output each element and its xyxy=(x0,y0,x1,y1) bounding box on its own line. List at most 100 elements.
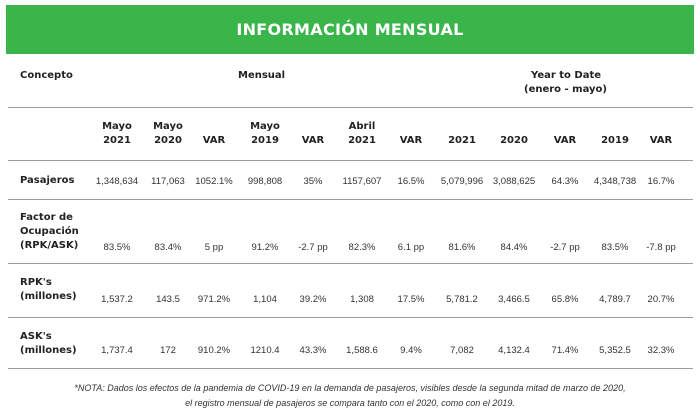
table-cell: -2.7 pp xyxy=(550,242,580,253)
table-cell: 1,537.2 xyxy=(101,294,133,305)
divider xyxy=(8,368,693,369)
divider xyxy=(8,317,693,318)
divider xyxy=(8,107,693,108)
column-header: Mayo 2021 xyxy=(102,120,132,148)
column-header: VAR xyxy=(203,120,226,148)
table-cell: 6.1 pp xyxy=(397,242,425,253)
table-cell: 20.7% xyxy=(647,294,675,305)
table-cell: 1,104 xyxy=(253,294,277,305)
page-title: INFORMACIÓN MENSUAL xyxy=(236,20,464,39)
row-label-line: Pasajeros xyxy=(20,175,75,186)
column-header-line-1 xyxy=(554,120,577,134)
column-header: Mayo 2019 xyxy=(250,120,280,148)
table-cell: 7,082 xyxy=(450,345,474,356)
table-cell: 4,789.7 xyxy=(599,294,631,305)
table-cell: 64.3% xyxy=(551,176,579,187)
table-cell: 71.4% xyxy=(551,345,579,356)
row-label: RPK's (millones) xyxy=(20,276,77,304)
table-cell: -7.8 pp xyxy=(646,242,676,253)
table-cell: 998,808 xyxy=(247,176,283,187)
table-cell: 83.5% xyxy=(103,242,131,253)
column-header: 2020 xyxy=(500,120,528,148)
row-label-line: (RPK/ASK) xyxy=(20,240,79,251)
table-cell: 82.3% xyxy=(348,242,376,253)
column-header: Abril 2021 xyxy=(348,120,376,148)
table-cell: -2.7 pp xyxy=(298,242,328,253)
table-cell: 910.2% xyxy=(197,345,231,356)
table-cell: 91.2% xyxy=(251,242,279,253)
table-cell: 1,348,634 xyxy=(95,176,139,187)
column-header-line-2: VAR xyxy=(399,135,423,146)
table-cell: 3,466.5 xyxy=(498,294,530,305)
table-cell: 3,088,625 xyxy=(492,176,536,187)
row-label: Pasajeros xyxy=(20,174,74,188)
column-header-line-2: VAR xyxy=(553,135,577,146)
table-cell: 39.2% xyxy=(299,294,327,305)
column-header: 2019 xyxy=(601,120,629,148)
table-cell: 143.5 xyxy=(156,294,180,305)
column-header-line-2: 2020 xyxy=(500,135,528,146)
table-cell: 971.2% xyxy=(197,294,231,305)
row-label-line: Factor de xyxy=(20,212,73,223)
row-label: Factor de Ocupación (RPK/ASK) xyxy=(20,211,79,253)
table-cell: 1210.4 xyxy=(250,345,280,356)
table-cell: 172 xyxy=(160,345,176,356)
column-header-line-2: 2020 xyxy=(154,135,182,146)
table-cell: 4,132.4 xyxy=(498,345,530,356)
column-header-line-1 xyxy=(500,120,528,134)
column-header-line-2: 2019 xyxy=(251,135,279,146)
column-header-line-2: 2021 xyxy=(448,135,476,146)
column-header: VAR xyxy=(400,120,423,148)
header-ytd-range: (enero - mayo) xyxy=(524,84,607,95)
table-cell: 35% xyxy=(303,176,323,187)
column-header-line-1: Mayo xyxy=(250,121,280,132)
table-cell: 17.5% xyxy=(397,294,425,305)
table-cell: 83.5% xyxy=(601,242,629,253)
table-cell: 5 pp xyxy=(204,242,224,253)
table-cell: 5,079,996 xyxy=(440,176,484,187)
row-label-line: ASK's xyxy=(20,331,52,342)
column-header-line-1 xyxy=(302,120,325,134)
column-header-line-1 xyxy=(601,120,629,134)
table-cell: 81.6% xyxy=(448,242,476,253)
table-cell: 32.3% xyxy=(647,345,675,356)
column-header: 2021 xyxy=(448,120,476,148)
column-header-line-2: VAR xyxy=(202,135,226,146)
column-header-line-2: VAR xyxy=(301,135,325,146)
row-label: ASK's (millones) xyxy=(20,330,77,358)
column-header-line-2: 2021 xyxy=(103,135,131,146)
table-cell: 5,352.5 xyxy=(599,345,631,356)
column-header-line-1 xyxy=(400,120,423,134)
column-header-line-1 xyxy=(448,120,476,134)
footnote-line-1: *NOTA: Dados los efectos de la pandemia … xyxy=(74,383,626,393)
column-header-line-1: Mayo xyxy=(102,121,132,132)
header-concepto: Concepto xyxy=(20,70,73,81)
table-cell: 4,348,738 xyxy=(593,176,637,187)
column-header: VAR xyxy=(650,120,673,148)
row-label-line: (millones) xyxy=(20,345,77,356)
header-ytd: Year to Date xyxy=(531,70,602,81)
divider xyxy=(8,263,693,264)
table-cell: 83.4% xyxy=(154,242,182,253)
column-header-line-2: VAR xyxy=(649,135,673,146)
table-cell: 43.3% xyxy=(299,345,327,356)
column-header-line-1 xyxy=(650,120,673,134)
table-cell: 1052.1% xyxy=(195,176,233,187)
column-header-line-1: Mayo xyxy=(153,121,183,132)
row-label-line: RPK's xyxy=(20,277,52,288)
table-cell: 1,737.4 xyxy=(101,345,133,356)
column-header: VAR xyxy=(302,120,325,148)
table-cell: 117,063 xyxy=(151,176,185,187)
table-cell: 16.5% xyxy=(397,176,425,187)
column-header-line-2: 2021 xyxy=(348,135,376,146)
table-cell: 1,308 xyxy=(350,294,374,305)
row-label-line: Ocupación xyxy=(20,226,79,237)
footnote-line-2: el registro mensual de pasajeros se comp… xyxy=(185,398,515,408)
table-cell: 1,588.6 xyxy=(346,345,378,356)
table-cell: 5,781.2 xyxy=(446,294,478,305)
header-mensual: Mensual xyxy=(238,70,286,81)
column-header: Mayo 2020 xyxy=(153,120,183,148)
divider xyxy=(8,160,693,161)
column-header: VAR xyxy=(554,120,577,148)
table-cell: 1157,607 xyxy=(342,176,382,187)
